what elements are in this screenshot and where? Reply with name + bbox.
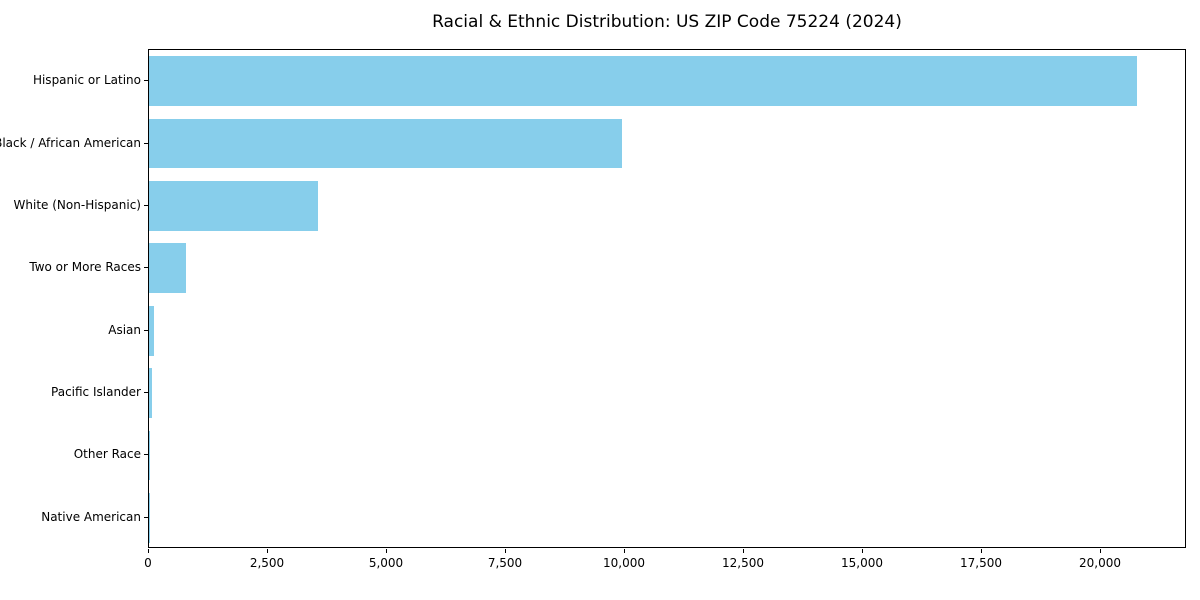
x-tick-mark [981, 549, 982, 553]
y-tick-label: Asian [108, 322, 141, 337]
chart-title: Racial & Ethnic Distribution: US ZIP Cod… [432, 12, 902, 32]
y-tick-mark [144, 516, 148, 518]
bar-black-african-american [149, 118, 622, 169]
y-tick-label: White (Non-Hispanic) [13, 197, 141, 212]
x-tick-mark [743, 549, 744, 553]
y-tick-mark [144, 142, 148, 144]
y-tick-label: Hispanic or Latino [32, 73, 141, 88]
x-tick-mark [624, 549, 625, 553]
x-tick-mark [386, 549, 387, 553]
x-tick-label: 5,000 [368, 556, 404, 570]
x-tick-label: 15,000 [841, 556, 883, 570]
x-tick-mark [148, 549, 149, 553]
x-tick-label: 0 [144, 556, 152, 570]
x-tick-mark [862, 549, 863, 553]
y-tick-mark [144, 392, 148, 394]
x-tick-mark [267, 549, 268, 553]
bar-pacific-islander [149, 368, 152, 418]
y-tick-label: Black / African American [0, 135, 141, 150]
y-tick-label: Native American [41, 509, 141, 524]
x-tick-mark [1100, 549, 1101, 553]
y-tick-mark [144, 204, 148, 206]
x-tick-label: 2,500 [249, 556, 285, 570]
y-tick-label: Two or More Races [29, 260, 141, 275]
x-tick-label: 17,500 [960, 556, 1002, 570]
x-tick-mark [505, 549, 506, 553]
bar-hispanic-or-latino [149, 56, 1138, 107]
y-tick-mark [144, 267, 148, 269]
y-tick-mark [144, 329, 148, 331]
y-tick-label: Other Race [73, 447, 141, 462]
x-tick-label: 20,000 [1079, 556, 1121, 570]
y-tick-mark [144, 80, 148, 82]
bar-two-or-more-races [149, 243, 187, 294]
y-tick-mark [144, 454, 148, 456]
x-tick-label: 10,000 [603, 556, 645, 570]
x-tick-label: 12,500 [722, 556, 764, 570]
bar-asian [149, 305, 154, 356]
bar-white-non-hispanic [149, 181, 318, 231]
plot-area [148, 49, 1186, 548]
x-tick-label: 7,500 [487, 556, 523, 570]
y-tick-label: Pacific Islander [51, 385, 141, 400]
bar-other-race [149, 430, 150, 481]
